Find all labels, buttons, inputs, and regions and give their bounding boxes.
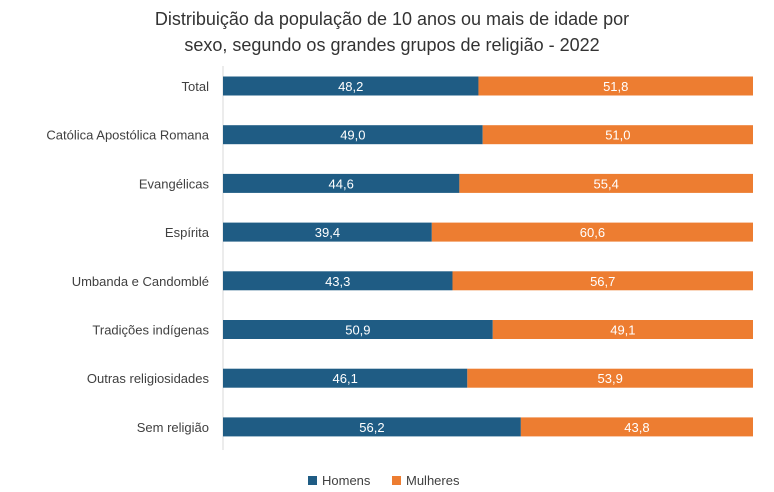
data-label-homens: 50,9 xyxy=(345,323,370,338)
category-label: Espírita xyxy=(165,225,210,240)
legend-label-homens: Homens xyxy=(322,473,371,488)
data-label-homens: 49,0 xyxy=(340,128,365,143)
chart-title: Distribuição da população de 10 anos ou … xyxy=(0,6,774,58)
bar-mulheres xyxy=(452,271,753,291)
data-label-homens: 39,4 xyxy=(315,225,340,240)
data-label-mulheres: 55,4 xyxy=(594,176,619,191)
data-label-mulheres: 56,7 xyxy=(590,274,615,289)
data-label-homens: 56,2 xyxy=(359,420,384,435)
bar-homens xyxy=(223,417,521,437)
data-label-homens: 43,3 xyxy=(325,274,350,289)
category-label: Sem religião xyxy=(137,420,209,435)
bar-mulheres xyxy=(459,173,753,193)
legend-swatch-homens xyxy=(308,476,317,485)
chart-title-line-2: sexo, segundo os grandes grupos de relig… xyxy=(184,35,600,55)
bar-homens xyxy=(223,222,432,242)
data-label-homens: 44,6 xyxy=(329,176,354,191)
category-label: Umbanda e Candomblé xyxy=(72,274,209,289)
data-label-mulheres: 51,0 xyxy=(605,128,630,143)
data-label-homens: 46,1 xyxy=(333,371,358,386)
data-label-mulheres: 53,9 xyxy=(598,371,623,386)
data-label-mulheres: 43,8 xyxy=(624,420,649,435)
bar-homens xyxy=(223,320,493,339)
bar-homens xyxy=(223,125,483,145)
chart-title-line-1: Distribuição da população de 10 anos ou … xyxy=(154,9,630,29)
category-label: Tradições indígenas xyxy=(92,323,209,338)
bar-homens xyxy=(223,173,460,193)
category-label: Evangélicas xyxy=(139,176,210,191)
bar-homens xyxy=(223,368,468,388)
data-label-mulheres: 49,1 xyxy=(610,323,635,338)
category-label: Total xyxy=(182,79,210,94)
bar-homens xyxy=(223,271,453,291)
category-label: Outras religiosidades xyxy=(87,371,210,386)
legend-label-mulheres: Mulheres xyxy=(406,473,460,488)
bar-mulheres xyxy=(467,368,753,388)
bar-mulheres xyxy=(482,125,753,145)
legend-swatch-mulheres xyxy=(392,476,401,485)
category-label: Católica Apostólica Romana xyxy=(46,128,209,143)
bar-homens xyxy=(223,76,479,96)
bar-mulheres xyxy=(492,320,753,339)
data-label-mulheres: 60,6 xyxy=(580,225,605,240)
data-label-mulheres: 51,8 xyxy=(603,79,628,94)
bar-mulheres xyxy=(431,222,753,242)
bar-mulheres xyxy=(520,417,753,437)
bar-mulheres xyxy=(478,76,753,96)
data-label-homens: 48,2 xyxy=(338,79,363,94)
